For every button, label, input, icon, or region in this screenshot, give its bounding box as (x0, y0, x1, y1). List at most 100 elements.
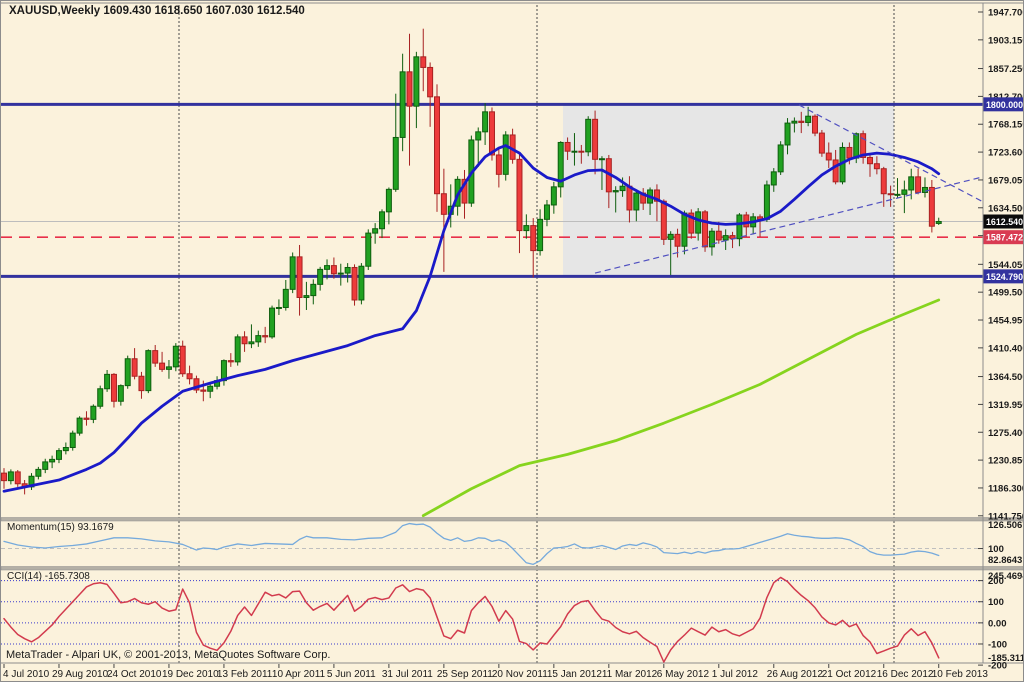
candle-body (592, 118, 599, 160)
candle-body (880, 168, 887, 195)
date-label: 24 Oct 2010 (107, 669, 162, 680)
candle-body (461, 178, 468, 204)
trendline-object[interactable] (798, 104, 984, 203)
candle-body (530, 225, 537, 252)
candle-body (193, 378, 200, 391)
price-tick-label: 1454.950 (988, 316, 1024, 327)
candle-body (255, 335, 262, 343)
candle-body (571, 150, 578, 153)
candle-body (358, 265, 365, 301)
momentum-level-label: 100 (988, 544, 1004, 555)
date-label: 20 Nov 2011 (492, 669, 548, 680)
date-label: 16 Dec 2012 (877, 669, 934, 680)
candle-body (860, 133, 867, 158)
candle-body (379, 211, 386, 230)
candle-body (633, 192, 640, 211)
price-tick-label: 1275.400 (988, 428, 1024, 439)
candle-body (49, 458, 56, 463)
candle-body (392, 136, 399, 190)
price-tick-label: 1186.300 (988, 483, 1024, 494)
candle-body (695, 211, 702, 234)
candle-body (928, 186, 935, 227)
candle-body (516, 158, 523, 232)
blue-ma-line (2, 144, 941, 493)
candle-body (805, 115, 812, 123)
candle-body (488, 111, 495, 156)
candle-body (433, 96, 440, 195)
panel-splitter[interactable] (1, 566, 1024, 571)
candle-body (351, 266, 358, 301)
cci-level-label: 200 (988, 576, 1004, 587)
trendline-object[interactable] (594, 176, 984, 274)
candle-body (172, 345, 179, 368)
candle-body (550, 186, 557, 206)
candle-body (908, 176, 915, 191)
candle-body (42, 461, 49, 470)
date-label: 26 Aug 2012 (767, 669, 824, 680)
cci-max-label: 245.4694 (988, 571, 1024, 582)
candle-body (90, 405, 97, 420)
candle-body (674, 233, 681, 247)
candle-body (887, 193, 894, 196)
candle-body (330, 265, 337, 275)
candle-body (626, 185, 633, 211)
candle-body (110, 373, 117, 402)
momentum-min-label: 82.8643 (988, 555, 1022, 566)
date-label: 25 Sep 2011 (437, 669, 493, 680)
candle-body (846, 146, 853, 159)
candle-body (337, 272, 344, 275)
candle-body (853, 133, 860, 159)
candle-body (124, 358, 131, 387)
candle-body (131, 358, 138, 377)
candle-body (585, 118, 592, 153)
candle-body (324, 265, 331, 270)
candle-body (83, 417, 90, 420)
candle-body (578, 150, 585, 153)
candle-body (365, 232, 372, 267)
price-tick-label: 1679.050 (988, 175, 1024, 186)
price-tick-label: 1230.850 (988, 456, 1024, 467)
candle-body (227, 360, 234, 363)
price-badge-label: 1800.000 (986, 100, 1023, 111)
momentum-max-label: 126.5067 (988, 520, 1024, 531)
green-ma-line (421, 298, 941, 518)
date-label: 21 Oct 2012 (822, 669, 877, 680)
consolidation-rectangle-object[interactable] (563, 104, 894, 277)
candle-body (832, 159, 839, 183)
candle-body (798, 120, 805, 123)
price-tick-label: 1141.750 (988, 511, 1024, 522)
candle-body (935, 221, 942, 224)
candle-body (69, 432, 76, 449)
candle-body (708, 230, 715, 248)
price-badge (983, 269, 1023, 284)
candle-body (440, 193, 447, 215)
momentum-line (3, 522, 940, 565)
candle-body (791, 120, 798, 124)
date-label: 4 Jul 2010 (3, 669, 50, 680)
candle-body (564, 141, 571, 152)
candle-body (62, 447, 69, 452)
candle-body (35, 468, 42, 477)
date-label: 13 Feb 2011 (217, 669, 273, 680)
candle-body (495, 154, 502, 175)
candle-body (76, 417, 83, 434)
date-label: 15 Jan 2012 (547, 669, 602, 680)
panel-splitter[interactable] (1, 517, 1024, 522)
candle-body (660, 200, 667, 240)
candle-body (653, 189, 660, 202)
price-badge (983, 214, 1023, 229)
date-label: 31 Jul 2011 (382, 669, 433, 680)
price-tick-label: 1364.500 (988, 372, 1024, 383)
candle-body (234, 336, 241, 363)
candle-body (145, 350, 152, 392)
candle-body (427, 66, 434, 98)
candle-body (138, 375, 145, 392)
candle-body (296, 256, 303, 298)
candle-body (152, 350, 159, 364)
candle-body (241, 336, 248, 345)
candle-body (248, 341, 255, 345)
candle-body (482, 111, 489, 133)
candle-body (179, 345, 186, 375)
date-label: 6 May 2012 (657, 669, 710, 680)
